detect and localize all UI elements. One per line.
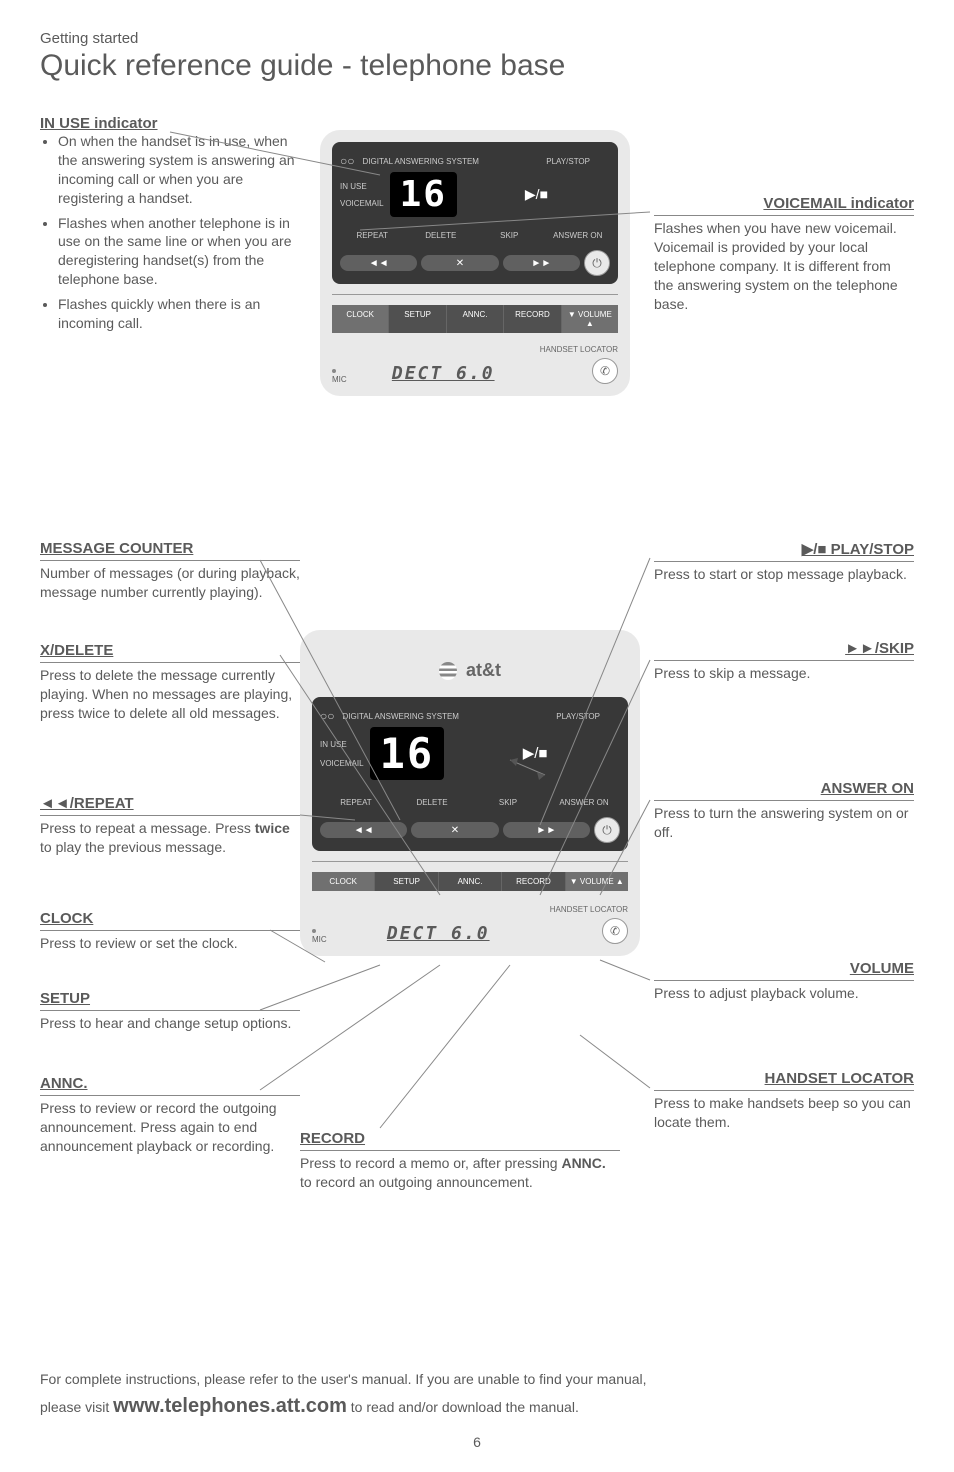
list-item: Flashes when another telephone is in use… bbox=[58, 214, 300, 290]
handsetlocator-body: Press to make handsets beep so you can l… bbox=[654, 1094, 914, 1132]
mic-label: MIC bbox=[312, 935, 327, 944]
message-counter-body: Number of messages (or during playback, … bbox=[40, 564, 300, 602]
in-use-heading: IN USE indicator bbox=[40, 115, 300, 132]
skip-heading: ►►/SKIP bbox=[654, 640, 914, 657]
setup-body: Press to hear and change setup options. bbox=[40, 1014, 300, 1033]
repeat-btn-label: REPEAT bbox=[320, 798, 392, 807]
in-use-list: On when the handset is in use, when the … bbox=[40, 132, 300, 333]
bottom-button-bar: CLOCK SETUP ANNC. RECORD ▼ VOLUME ▲ bbox=[332, 305, 618, 333]
setup-button[interactable]: SETUP bbox=[389, 305, 446, 333]
play-stop-button[interactable]: ▶/■ bbox=[523, 745, 548, 762]
delete-button[interactable]: ✕ bbox=[421, 255, 498, 271]
volume-heading: VOLUME bbox=[654, 960, 914, 977]
answering-label: DIGITAL ANSWERING SYSTEM bbox=[343, 712, 459, 721]
voicemail-body: Flashes when you have new voicemail. Voi… bbox=[654, 219, 914, 313]
handsetlocator-heading: HANDSET LOCATOR bbox=[654, 1070, 914, 1087]
message-counter-display: 16 bbox=[370, 727, 445, 780]
repeat-button[interactable]: ◄◄ bbox=[340, 255, 417, 271]
record-button[interactable]: RECORD bbox=[504, 305, 561, 333]
skip-body: Press to skip a message. bbox=[654, 664, 914, 683]
playstop-body: Press to start or stop message playback. bbox=[654, 565, 914, 584]
clock-heading: CLOCK bbox=[40, 910, 300, 927]
tape-icon: ○○ bbox=[320, 709, 335, 723]
handset-locator-label: HANDSET LOCATOR bbox=[550, 905, 628, 914]
answeron-heading: ANSWER ON bbox=[654, 780, 914, 797]
footer-line2: please visit www.telephones.att.com to r… bbox=[40, 1390, 914, 1422]
setup-button[interactable]: SETUP bbox=[375, 872, 438, 891]
message-counter-heading: MESSAGE COUNTER bbox=[40, 540, 300, 557]
repeat-btn-label: REPEAT bbox=[340, 231, 405, 240]
handset-locator-label: HANDSET LOCATOR bbox=[540, 345, 618, 354]
setup-heading: SETUP bbox=[40, 990, 300, 1007]
annc-body: Press to review or record the outgoing a… bbox=[40, 1099, 300, 1156]
answeron-button[interactable]: ⏻ bbox=[584, 250, 610, 276]
inuse-led-label: IN USE bbox=[320, 740, 364, 749]
clock-button[interactable]: CLOCK bbox=[312, 872, 375, 891]
footer: For complete instructions, please refer … bbox=[40, 1368, 914, 1422]
clock-button[interactable]: CLOCK bbox=[332, 305, 389, 333]
playstop-heading: ▶/■ PLAY/STOP bbox=[654, 540, 914, 558]
voicemail-heading: VOICEMAIL indicator bbox=[654, 195, 914, 212]
annc-button[interactable]: ANNC. bbox=[439, 872, 502, 891]
delete-button[interactable]: ✕ bbox=[411, 822, 498, 838]
tape-icon: ○○ bbox=[340, 154, 355, 168]
annc-button[interactable]: ANNC. bbox=[447, 305, 504, 333]
delete-btn-label: DELETE bbox=[396, 798, 468, 807]
page-title: Quick reference guide - telephone base bbox=[40, 49, 914, 83]
repeat-button[interactable]: ◄◄ bbox=[320, 822, 407, 838]
dect-logo: DECT 6.0 bbox=[392, 363, 495, 384]
answeron-btn-label: ANSWER ON bbox=[548, 798, 620, 807]
xdelete-body: Press to delete the message currently pl… bbox=[40, 666, 300, 723]
list-item: Flashes quickly when there is an incomin… bbox=[58, 295, 300, 333]
page-number: 6 bbox=[473, 1434, 481, 1450]
record-button[interactable]: RECORD bbox=[502, 872, 565, 891]
repeat-body: Press to repeat a message. Press twice t… bbox=[40, 819, 300, 857]
bottom-button-bar: CLOCK SETUP ANNC. RECORD ▼ VOLUME ▲ bbox=[312, 872, 628, 891]
play-stop-button[interactable]: ▶/■ bbox=[525, 186, 548, 202]
repeat-heading: ◄◄/REPEAT bbox=[40, 795, 300, 812]
voicemail-led-label: VOICEMAIL bbox=[320, 759, 364, 768]
annc-heading: ANNC. bbox=[40, 1075, 300, 1092]
answeron-button[interactable]: ⏻ bbox=[594, 817, 620, 843]
handset-locator-button[interactable]: ✆ bbox=[602, 918, 628, 944]
skip-btn-label: SKIP bbox=[477, 231, 542, 240]
footer-link: www.telephones.att.com bbox=[113, 1395, 347, 1417]
volume-body: Press to adjust playback volume. bbox=[654, 984, 914, 1003]
volume-button[interactable]: ▼ VOLUME ▲ bbox=[566, 872, 628, 891]
list-item: On when the handset is in use, when the … bbox=[58, 132, 300, 208]
inuse-led-label: IN USE bbox=[340, 182, 384, 191]
mic-label: MIC bbox=[332, 375, 347, 384]
section-label: Getting started bbox=[40, 30, 914, 47]
playstop-label: PLAY/STOP bbox=[546, 157, 590, 166]
skip-btn-label: SKIP bbox=[472, 798, 544, 807]
clock-body: Press to review or set the clock. bbox=[40, 934, 300, 953]
answeron-body: Press to turn the answering system on or… bbox=[654, 804, 914, 842]
footer-line1: For complete instructions, please refer … bbox=[40, 1368, 914, 1390]
delete-btn-label: DELETE bbox=[409, 231, 474, 240]
telephone-base-top: ○○ DIGITAL ANSWERING SYSTEM PLAY/STOP IN… bbox=[320, 130, 630, 396]
att-logo: at&t bbox=[312, 660, 628, 681]
record-body: Press to record a memo or, after pressin… bbox=[300, 1154, 620, 1192]
skip-button[interactable]: ►► bbox=[503, 822, 590, 838]
volume-button[interactable]: ▼ VOLUME ▲ bbox=[562, 305, 618, 333]
dect-logo: DECT 6.0 bbox=[387, 923, 490, 944]
message-counter-display: 16 bbox=[390, 172, 457, 217]
xdelete-heading: X/DELETE bbox=[40, 642, 300, 659]
answering-label: DIGITAL ANSWERING SYSTEM bbox=[363, 157, 479, 166]
skip-button[interactable]: ►► bbox=[503, 255, 580, 271]
playstop-label: PLAY/STOP bbox=[556, 712, 600, 721]
record-heading: RECORD bbox=[300, 1130, 620, 1147]
telephone-base-bottom: at&t ○○ DIGITAL ANSWERING SYSTEM PLAY/ST… bbox=[300, 630, 640, 956]
answeron-btn-label: ANSWER ON bbox=[546, 231, 611, 240]
handset-locator-button[interactable]: ✆ bbox=[592, 358, 618, 384]
voicemail-led-label: VOICEMAIL bbox=[340, 199, 384, 208]
